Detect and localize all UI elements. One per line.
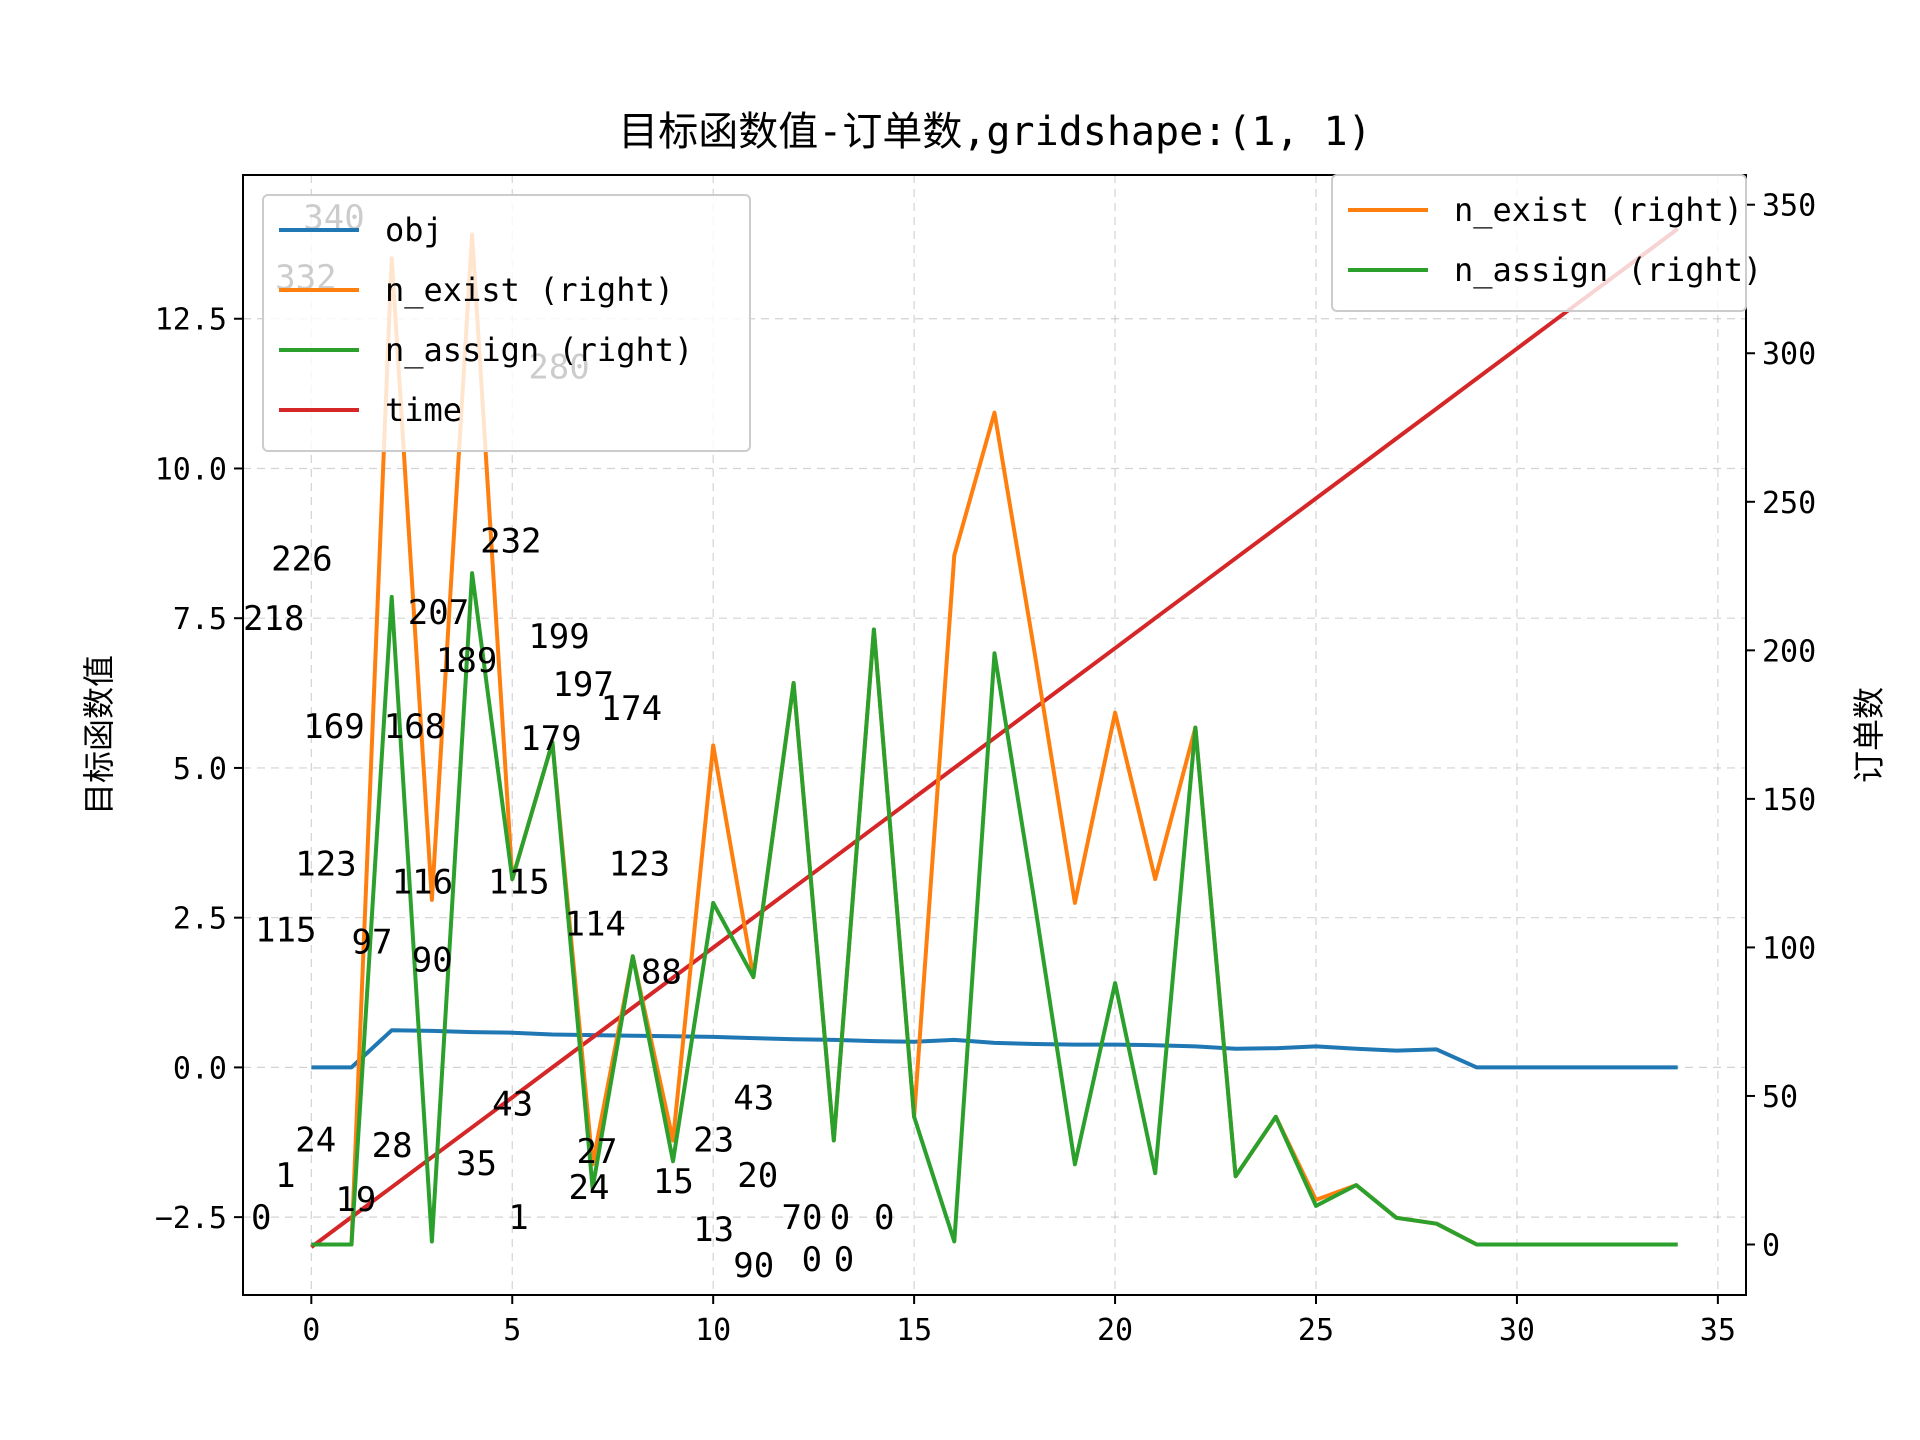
data-label: 70 xyxy=(782,1198,823,1238)
data-label: 15 xyxy=(653,1162,694,1202)
chart-title: 目标函数值-订单数,gridshape:(1, 1) xyxy=(618,109,1371,155)
x-tick-label: 30 xyxy=(1499,1313,1535,1348)
series-line-obj xyxy=(311,1028,1678,1070)
y-left-tick-label: 0.0 xyxy=(173,1051,227,1086)
y-right-tick-label: 350 xyxy=(1762,189,1816,224)
x-tick-label: 15 xyxy=(896,1313,932,1348)
series-line-time xyxy=(310,227,1679,1249)
data-label: 199 xyxy=(528,617,589,657)
data-label: 43 xyxy=(733,1078,774,1118)
legend-left: obj n_exist (right) n_assign (right) time xyxy=(262,194,751,452)
x-tick-label: 10 xyxy=(695,1313,731,1348)
data-label: 43 xyxy=(492,1084,533,1124)
data-label: 0 xyxy=(802,1240,822,1280)
data-label: 232 xyxy=(480,521,541,561)
data-label: 0 xyxy=(874,1198,894,1238)
x-tick-label: 20 xyxy=(1097,1313,1133,1348)
data-label: 114 xyxy=(564,905,625,945)
y-left-tick-label: 10.0 xyxy=(155,452,227,487)
data-label: 169 xyxy=(303,707,364,747)
data-label: 115 xyxy=(255,911,316,951)
legend-label: obj xyxy=(385,211,443,249)
x-tick-label: 25 xyxy=(1298,1313,1334,1348)
plot-frame xyxy=(242,174,1747,1296)
y-right-tick-label: 250 xyxy=(1762,486,1816,521)
series-line-n-assign xyxy=(311,571,1678,1247)
x-tick-label: 0 xyxy=(302,1313,320,1348)
y-right-tick-label: 100 xyxy=(1762,931,1816,966)
data-label: 23 xyxy=(693,1120,734,1160)
legend-label: time xyxy=(385,391,462,429)
y-right-tick-label: 50 xyxy=(1762,1080,1798,1115)
data-label: 24 xyxy=(569,1168,610,1208)
data-label: 0 xyxy=(251,1198,271,1238)
legend-box xyxy=(262,194,751,452)
data-label: 20 xyxy=(737,1156,778,1196)
legend-label: n_exist (right) xyxy=(1454,191,1743,229)
data-label: 168 xyxy=(384,707,445,747)
y-right-tick-label: 150 xyxy=(1762,783,1816,818)
data-label: 207 xyxy=(408,593,469,633)
y-left-tick-label: 5.0 xyxy=(173,752,227,787)
data-label: 88 xyxy=(641,953,682,993)
y-axis-right: 0 50 100 150 200 250 300 350 xyxy=(1746,189,1816,1263)
data-label: 1 xyxy=(508,1198,528,1238)
data-label: 0 xyxy=(834,1240,854,1280)
data-label: 97 xyxy=(352,923,393,963)
data-label: 28 xyxy=(372,1126,413,1166)
y-right-tick-label: 200 xyxy=(1762,634,1816,669)
data-label: 115 xyxy=(488,863,549,903)
y-axis-left-label: 目标函数值 xyxy=(80,655,118,815)
data-label: 189 xyxy=(436,641,497,681)
y-right-tick-label: 300 xyxy=(1762,337,1816,372)
legend-label: n_exist (right) xyxy=(385,271,674,309)
data-label: 174 xyxy=(601,689,662,729)
x-tick-label: 5 xyxy=(503,1313,521,1348)
data-label: 13 xyxy=(693,1210,734,1250)
data-label: 19 xyxy=(335,1180,376,1220)
legend-box xyxy=(1331,174,1747,312)
data-label: 27 xyxy=(577,1132,618,1172)
x-axis: 0 5 10 15 20 25 30 35 xyxy=(302,1295,1736,1348)
y-right-tick-label: 0 xyxy=(1762,1228,1780,1263)
y-left-tick-label: 12.5 xyxy=(155,303,227,338)
data-label: 24 xyxy=(295,1120,336,1160)
series-layer xyxy=(310,227,1679,1249)
data-label: 179 xyxy=(520,719,581,759)
legend-label: n_assign (right) xyxy=(385,331,693,369)
legend-right: n_exist (right) n_assign (right) xyxy=(1331,174,1762,312)
data-label: 1 xyxy=(275,1156,295,1196)
data-label: 0 xyxy=(830,1198,850,1238)
y-left-tick-label: 7.5 xyxy=(173,602,227,637)
data-label: 197 xyxy=(552,665,613,705)
data-label: 116 xyxy=(392,863,453,903)
data-label: 90 xyxy=(412,941,453,981)
y-left-tick-label: 2.5 xyxy=(173,902,227,937)
x-tick-label: 35 xyxy=(1700,1313,1736,1348)
data-label: 123 xyxy=(295,845,356,885)
data-label: 35 xyxy=(456,1144,497,1184)
legend-label: n_assign (right) xyxy=(1454,251,1762,289)
data-label: 218 xyxy=(243,599,304,639)
y-axis-right-label: 订单数 xyxy=(1850,687,1888,783)
data-label: 123 xyxy=(609,845,670,885)
y-left-tick-label: −2.5 xyxy=(155,1201,227,1236)
data-label: 90 xyxy=(733,1246,774,1286)
y-axis-left: −2.5 0.0 2.5 5.0 7.5 10.0 12.5 xyxy=(155,303,243,1236)
data-label: 226 xyxy=(271,539,332,579)
